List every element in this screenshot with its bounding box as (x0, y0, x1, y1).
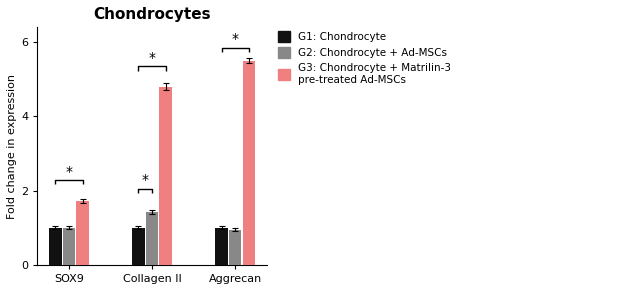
Bar (215, 228, 228, 265)
Text: *: * (149, 51, 155, 65)
Bar (229, 230, 241, 265)
Bar (76, 201, 89, 265)
Legend: G1: Chondrocyte, G2: Chondrocyte + Ad-MSCs, G3: Chondrocyte + Matrilin-3
pre-tre: G1: Chondrocyte, G2: Chondrocyte + Ad-MS… (275, 28, 455, 88)
Text: *: * (142, 173, 149, 187)
Bar (159, 87, 172, 265)
Bar (146, 212, 159, 265)
Bar (132, 228, 145, 265)
Y-axis label: Fold change in expression: Fold change in expression (7, 74, 17, 219)
Bar (49, 228, 61, 265)
Text: *: * (231, 32, 239, 46)
Title: Chondrocytes: Chondrocytes (93, 7, 211, 22)
Bar (243, 61, 255, 265)
Text: *: * (65, 165, 73, 179)
Bar (63, 228, 75, 265)
